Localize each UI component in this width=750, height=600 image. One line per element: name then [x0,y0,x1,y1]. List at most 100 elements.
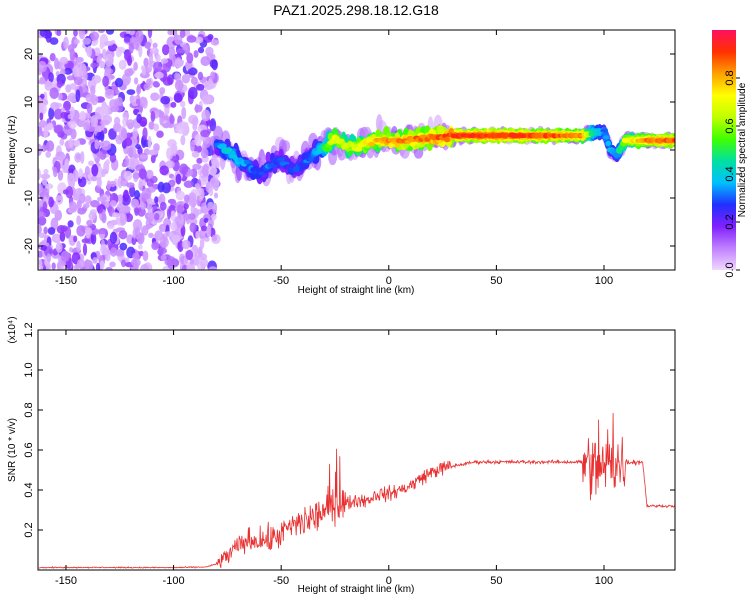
spectrogram-noise-cell [124,155,129,167]
spectrogram-noise-cell [187,67,198,76]
spectrogram-noise-cell [109,231,118,244]
spectrogram-noise-cell [43,168,49,175]
spectrogram-noise-cell [38,168,41,181]
spectrogram-noise-cell [80,151,85,164]
spectrogram-noise-cell [99,60,106,69]
spectrogram-noise-cell [162,44,170,56]
spectrogram-signal-cell [254,167,261,172]
spectrogram-noise-cell [104,88,115,99]
spectrogram-noise-cell [129,37,137,44]
spectrogram-noise-cell [147,30,153,39]
spectrogram-noise-cell [189,222,197,233]
spectrogram-noise-cell [138,168,147,180]
spectrogram-noise-cell [109,99,118,109]
spectrogram-noise-cell [76,215,81,226]
spectrogram-noise-cell [85,227,93,235]
snr-y-label: SNR (10 * v/v) [7,418,18,482]
spectrogram-noise-cell [139,154,148,160]
spectrogram-noise-cells [38,30,221,270]
spectrogram-noise-cell [148,232,154,238]
spectrogram-signal-cell [243,160,250,165]
spectrogram-noise-cell [152,80,159,87]
spectrogram-noise-cell [90,200,100,208]
spectrogram-noise-cell [78,30,86,40]
spectrogram-noise-cell [153,61,162,73]
spectrogram-noise-cell [134,207,139,216]
spectrogram-noise-cell [90,62,98,69]
spectrogram-noise-cell [115,89,120,96]
spectrogram-noise-cell [82,37,91,45]
spectrogram-noise-cell [180,135,186,146]
spectrogram-noise-cell [181,106,187,120]
spectrogram-noise-cell [39,30,48,37]
spectrogram-noise-cell [154,71,164,79]
spectrogram-noise-cell [201,109,211,122]
spectrogram-noise-cell [69,83,77,90]
spectrogram-noise-cell [184,194,190,204]
spectrogram-noise-cell [96,131,105,141]
spectrogram-noise-cell [68,138,74,148]
spectrogram-noise-cell [193,144,203,154]
spectrogram-noise-cell [90,31,100,41]
spectrogram-noise-cell [73,38,80,45]
spectrogram-noise-cell [99,42,104,50]
spectrogram-noise-cell [140,202,147,210]
spectrogram-noise-cell [143,57,149,68]
spectrogram-noise-cell [56,195,62,201]
spectrogram-noise-cell [56,80,63,88]
spectrogram-noise-cell [59,231,66,242]
spectrogram-noise-cell [45,151,51,158]
spectrogram-noise-cell [45,183,54,190]
spectrogram-noise-cell [85,93,93,103]
spectrogram-noise-cell [135,30,144,43]
spectrogram-noise-cell [120,178,128,187]
spectrogram-noise-cell [74,152,82,163]
spectrogram-noise-cell [102,48,107,60]
spectrogram-noise-cell [97,30,105,34]
figure-title: PAZ1.2025.298.18.12.G18 [273,2,439,18]
spectrogram-noise-cell [153,123,159,132]
snr-y-axis: 0.2 0.4 0.6 0.8 1.0 1.2 [23,322,675,538]
spectrogram-noise-cell [106,190,111,197]
snr-x-tick-label: -50 [273,575,289,587]
spectrogram-noise-cell [44,69,49,82]
spectrogram-noise-cell [138,44,143,58]
spectrogram-noise-cell [166,256,177,270]
spectrogram-noise-cell [38,67,43,76]
snr-x-tick-label: 0 [386,575,392,587]
spectrogram-x-tick-label: 50 [490,275,502,287]
spectrogram-noise-cell [176,204,184,214]
spectrogram-noise-cell [183,203,189,210]
spectrogram-noise-cell [69,247,74,253]
spectrogram-noise-cell [60,264,65,270]
spectrogram-noise-cell [186,35,197,43]
spectrogram-noise-cell [97,205,104,214]
spectrogram-noise-cell [59,56,69,65]
spectrogram-noise-cell [124,51,132,61]
spectrogram-noise-cell [181,239,191,250]
spectrogram-noise-cell [151,241,160,250]
spectrogram-noise-cell [135,144,142,150]
spectrogram-noise-cell [159,87,166,95]
spectrogram-noise-cell [100,119,110,126]
spectrogram-noise-cell [68,121,77,129]
spectrogram-noise-cell [150,110,156,123]
spectrogram-signal-cell [308,157,315,162]
spectrogram-noise-cell [167,208,171,220]
spectrogram-noise-cell [150,154,156,164]
spectrogram-signal-cell [292,166,300,172]
spectrogram-noise-cell [170,210,176,222]
spectrogram-signal-cell [618,145,624,151]
spectrogram-noise-cell [155,53,161,63]
spectrogram-noise-cell [130,258,141,267]
spectrogram-noise-cell [170,222,178,231]
colorbar-ticks: 0.0 0.2 0.4 0.6 0.8 [724,70,740,278]
spectrogram-noise-cell [86,102,93,114]
spectrogram-noise-cell [82,243,88,256]
spectrogram-noise-cell [208,165,218,176]
spectrogram-noise-cell [132,252,140,260]
spectrogram-noise-cell [154,213,160,221]
spectrogram-noise-cell [78,168,83,180]
spectrogram-noise-cell [90,176,98,182]
